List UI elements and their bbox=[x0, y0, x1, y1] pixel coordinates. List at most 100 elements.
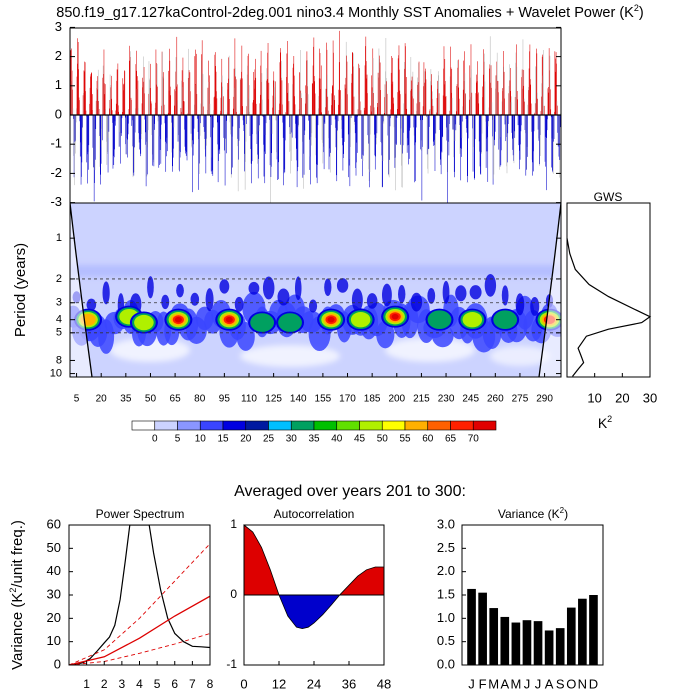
colorbar-swatch bbox=[154, 420, 178, 431]
wavelet-x-tick-label: 20 bbox=[96, 394, 108, 405]
variance-bar bbox=[500, 616, 510, 665]
colorbar-label: 30 bbox=[286, 434, 298, 445]
gws-frame bbox=[566, 202, 651, 378]
wavelet-spike-blob bbox=[410, 292, 423, 312]
colorbar-label: 15 bbox=[217, 434, 229, 445]
wavelet-spike-blob bbox=[176, 283, 184, 298]
variance-x-tick-label: F bbox=[479, 676, 487, 691]
autocorrelation-title: Autocorrelation bbox=[274, 507, 355, 521]
ps-x-tick-label: 2 bbox=[101, 677, 108, 691]
ac-y-tick-label: -1 bbox=[226, 657, 237, 671]
anomaly-tick-label: -1 bbox=[50, 136, 62, 151]
wavelet-x-tick-label: 275 bbox=[512, 394, 529, 405]
wavelet-hotspot bbox=[174, 316, 182, 323]
autocorr-positive-area bbox=[338, 566, 385, 596]
gws-x-label-text: K bbox=[598, 415, 608, 431]
anomaly-tick-label: 3 bbox=[55, 19, 62, 34]
variance-bar bbox=[467, 588, 476, 665]
wavelet-spike-blob bbox=[366, 293, 378, 309]
wavelet-hotspot bbox=[278, 313, 302, 332]
colorbar-swatch bbox=[313, 420, 338, 431]
wavelet-dashed-lines bbox=[70, 278, 561, 334]
colorbar-swatch bbox=[222, 420, 247, 431]
wavelet-x-tick-label: 125 bbox=[265, 394, 282, 405]
gws-panel: GWS 10 20 30 K2 bbox=[566, 190, 657, 431]
variance-y-tick-label: 0.0 bbox=[437, 656, 455, 671]
wavelet-spike-blob bbox=[190, 292, 200, 306]
wavelet-spike-blob bbox=[277, 288, 290, 306]
wavelet-spike-blob bbox=[147, 276, 154, 299]
wavelet-x-tick-label: 140 bbox=[290, 394, 307, 405]
wavelet-spike-blob bbox=[161, 294, 170, 310]
autocorr-positive-area bbox=[243, 524, 280, 596]
wavelet-hotspot bbox=[134, 314, 154, 331]
ps-y-tick-label: 40 bbox=[47, 563, 61, 578]
ac-y-tick-label: 1 bbox=[230, 517, 237, 531]
wavelet-y-tick-label: 1 bbox=[56, 232, 62, 244]
wavelet-hotspot bbox=[427, 310, 452, 330]
ps-x-tick-label: 5 bbox=[154, 677, 161, 691]
red-noise-line bbox=[69, 595, 210, 665]
colorbar-label: 50 bbox=[377, 434, 389, 445]
ac-x-tick-label: 36 bbox=[342, 676, 356, 691]
colorbar-swatch bbox=[450, 420, 474, 431]
wavelet-spike-blob bbox=[294, 276, 302, 301]
colorbar-swatch bbox=[290, 420, 315, 431]
ps-x-tick-label: 1 bbox=[83, 677, 90, 691]
colorbar-label: 25 bbox=[263, 434, 275, 445]
ac-y-tick-label: 0 bbox=[230, 587, 237, 601]
colorbar-label: 65 bbox=[445, 434, 457, 445]
coi-left bbox=[70, 203, 92, 377]
wavelet-spike-blob bbox=[469, 285, 482, 300]
ps-y-tick-label: 20 bbox=[47, 610, 61, 625]
wavelet-hotspot bbox=[462, 311, 483, 328]
ps-ylabel-sup: 2 bbox=[8, 588, 18, 593]
wavelet-x-tick-label: 65 bbox=[170, 394, 182, 405]
wavelet-x-tick-label: 290 bbox=[536, 394, 553, 405]
variance-bar bbox=[511, 622, 521, 665]
figure-title-sup: 2 bbox=[634, 3, 639, 13]
colorbar: 0 5 10 15 20 25 30 35 40 45 50 55 60 65 70 bbox=[131, 420, 497, 445]
wavelet-x-tick-label: 215 bbox=[413, 394, 430, 405]
wavelet-spike-blob bbox=[102, 281, 110, 305]
variance-bar bbox=[489, 608, 499, 665]
lower-confidence-line bbox=[69, 633, 210, 665]
variance-x-tick-label: J bbox=[524, 676, 531, 691]
variance-bars bbox=[467, 588, 598, 665]
wavelet-x-tick-label: 155 bbox=[315, 394, 332, 405]
anomaly-panel: 3 2 1 0 -1 -2 -3 bbox=[50, 19, 562, 209]
colorbar-label: 55 bbox=[399, 434, 411, 445]
ps-x-tick-label: 6 bbox=[171, 677, 178, 691]
ac-x-tick-label: 48 bbox=[377, 676, 391, 691]
variance-panel: Variance (K2) J F M A M J J A S O N D3.02.52.01.51.… bbox=[437, 506, 604, 691]
anomaly-tick-label: 2 bbox=[55, 48, 62, 63]
wavelet-y-tick-label: 10 bbox=[50, 367, 62, 379]
power-spectrum-title: Power Spectrum bbox=[96, 507, 185, 521]
wavelet-band-blob bbox=[236, 322, 255, 351]
gws-x-ticks: 10 20 30 bbox=[587, 373, 657, 405]
power-spectrum-lines bbox=[69, 525, 210, 665]
variance-title-end: ) bbox=[564, 507, 568, 521]
variance-ticks: J F M A M J J A S O N D3.02.52.01.51.00.50.0 bbox=[437, 516, 598, 691]
wavelet-spike-blob bbox=[455, 285, 467, 302]
wavelet-x-tick-label: 35 bbox=[120, 394, 132, 405]
wavelet-spike-blob bbox=[530, 297, 540, 316]
ps-y-tick-label: 0 bbox=[54, 656, 61, 671]
ps-y-tick-label: 60 bbox=[47, 516, 61, 531]
anomaly-tick-label: -2 bbox=[50, 165, 62, 180]
colorbar-label: 70 bbox=[468, 434, 480, 445]
wavelet-y-tick-label: 5 bbox=[56, 327, 62, 339]
variance-x-tick-label: M bbox=[510, 676, 521, 691]
variance-y-tick-label: 2.0 bbox=[437, 563, 455, 578]
figure-title: 850.f19_g17.127kaControl-2deg.001 nino3.… bbox=[56, 3, 643, 21]
wavelet-hotspot bbox=[350, 311, 371, 328]
gws-x-label-sup: 2 bbox=[607, 414, 612, 424]
wavelet-spike-blob bbox=[336, 278, 349, 293]
wavelet-spike-blob bbox=[484, 274, 497, 297]
wavelet-spike-blob bbox=[308, 299, 318, 313]
wavelet-spike-blob bbox=[515, 293, 525, 316]
wavelet-spike-blob bbox=[442, 280, 450, 304]
